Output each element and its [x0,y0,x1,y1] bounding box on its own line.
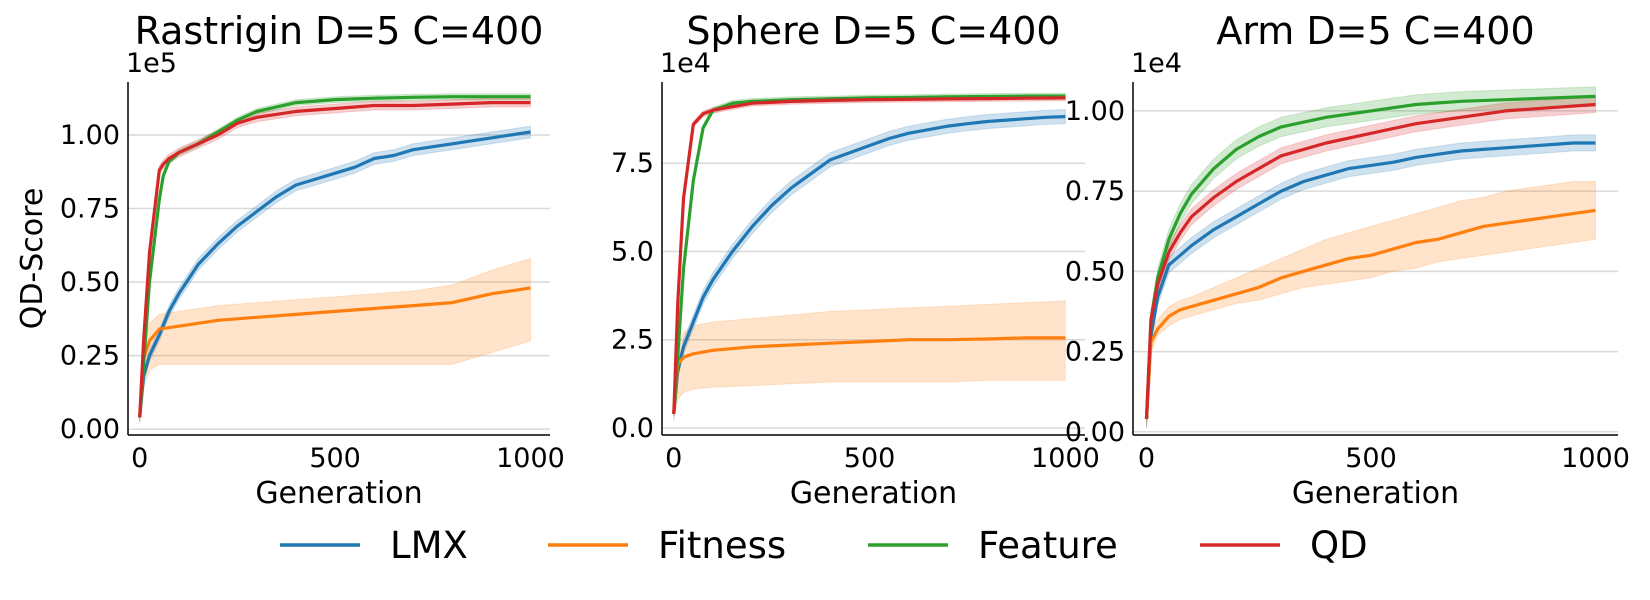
line-qd [672,96,1066,414]
x-axis-label: Generation [1292,476,1459,511]
x-tick-label: 1000 [496,443,565,474]
line-fitness [672,336,1066,414]
chart-title: Rastrigin D=5 C=400 [135,9,544,53]
band-qd [1146,95,1596,428]
legend-label: Fitness [658,524,786,567]
chart-panels: 0.000.250.500.751.000 500 10001e5Rastrigin… [15,9,1630,511]
chart-title: Arm D=5 C=400 [1216,9,1534,53]
axis-exponent-label: 1e5 [126,48,177,79]
legend-item-fitness: Fitness [548,524,786,567]
line-qd [138,100,531,418]
y-tick-label: 0.00 [1065,417,1125,448]
x-axis-label: Generation [790,476,957,511]
x-tick-label: 0 [1138,443,1155,474]
panel-rastrigin-d-5-c-400: 0.00 0.25 0.50 0.75 1.00 0 500 1000 1e5Rastrigin… [15,9,565,511]
band-lmx [1146,134,1596,428]
legend-label: QD [1310,524,1368,567]
line-fitness [1144,208,1596,420]
band-lmx [673,108,1066,421]
y-tick-label: 0.75 [1065,176,1125,207]
y-tick-label: 0.25 [1065,337,1125,368]
plot-area [138,93,531,424]
line-feature [138,95,531,418]
y-tick-label: 0.75 [60,193,120,224]
y-tick-label: 0.50 [1065,256,1125,287]
y-axis-label: QD-Score [15,188,50,330]
line-feature [672,94,1066,414]
y-tick-label: 7.5 [611,148,654,179]
x-tick-label: 500 [844,443,896,474]
axis-exponent-label: 1e4 [1131,48,1182,79]
band-fitness [139,257,531,421]
y-tick-label: 1.00 [60,120,120,151]
y-tick-label: 1.00 [1065,96,1125,127]
x-axis-label: Generation [255,476,422,511]
plot-area [1144,86,1596,429]
y-tick-label: 5.0 [611,236,654,267]
y-tick-label: 0.0 [611,413,654,444]
y-tick-label: 0.25 [60,341,120,372]
x-tick-label: 0 [665,443,682,474]
chart-title: Sphere D=5 C=400 [686,9,1060,53]
line-qd [1144,102,1596,420]
y-tick-label: 2.5 [611,325,654,356]
legend-item-feature: Feature [868,524,1118,567]
y-tick-label: 0.00 [60,414,120,445]
x-tick-label: 1000 [1031,443,1100,474]
x-tick-label: 0 [131,443,148,474]
legend: LMX Fitness Feature QD [280,524,1368,567]
line-lmx [1144,141,1596,420]
band-fitness [1146,181,1596,423]
x-tick-label: 1000 [1561,443,1630,474]
panel-arm-d-5-c-400: 0.00 0.25 0.50 0.75 1.00 0 500 1000 1e4 Arm D=5 C… [1065,9,1630,511]
line-lmx [672,115,1066,414]
legend-label: LMX [390,524,468,567]
line-lmx [138,130,531,418]
line-feature [1144,94,1596,420]
legend-label: Feature [978,524,1118,567]
legend-item-qd: QD [1200,524,1368,567]
legend-item-lmx: LMX [280,524,468,567]
band-lmx [139,125,531,424]
plot-area [672,92,1066,421]
axis-exponent-label: 1e4 [660,48,711,79]
x-tick-label: 500 [309,443,361,474]
line-fitness [138,286,531,418]
band-fitness [673,300,1066,418]
x-tick-label: 500 [1345,443,1397,474]
y-tick-label: 0.50 [60,267,120,298]
